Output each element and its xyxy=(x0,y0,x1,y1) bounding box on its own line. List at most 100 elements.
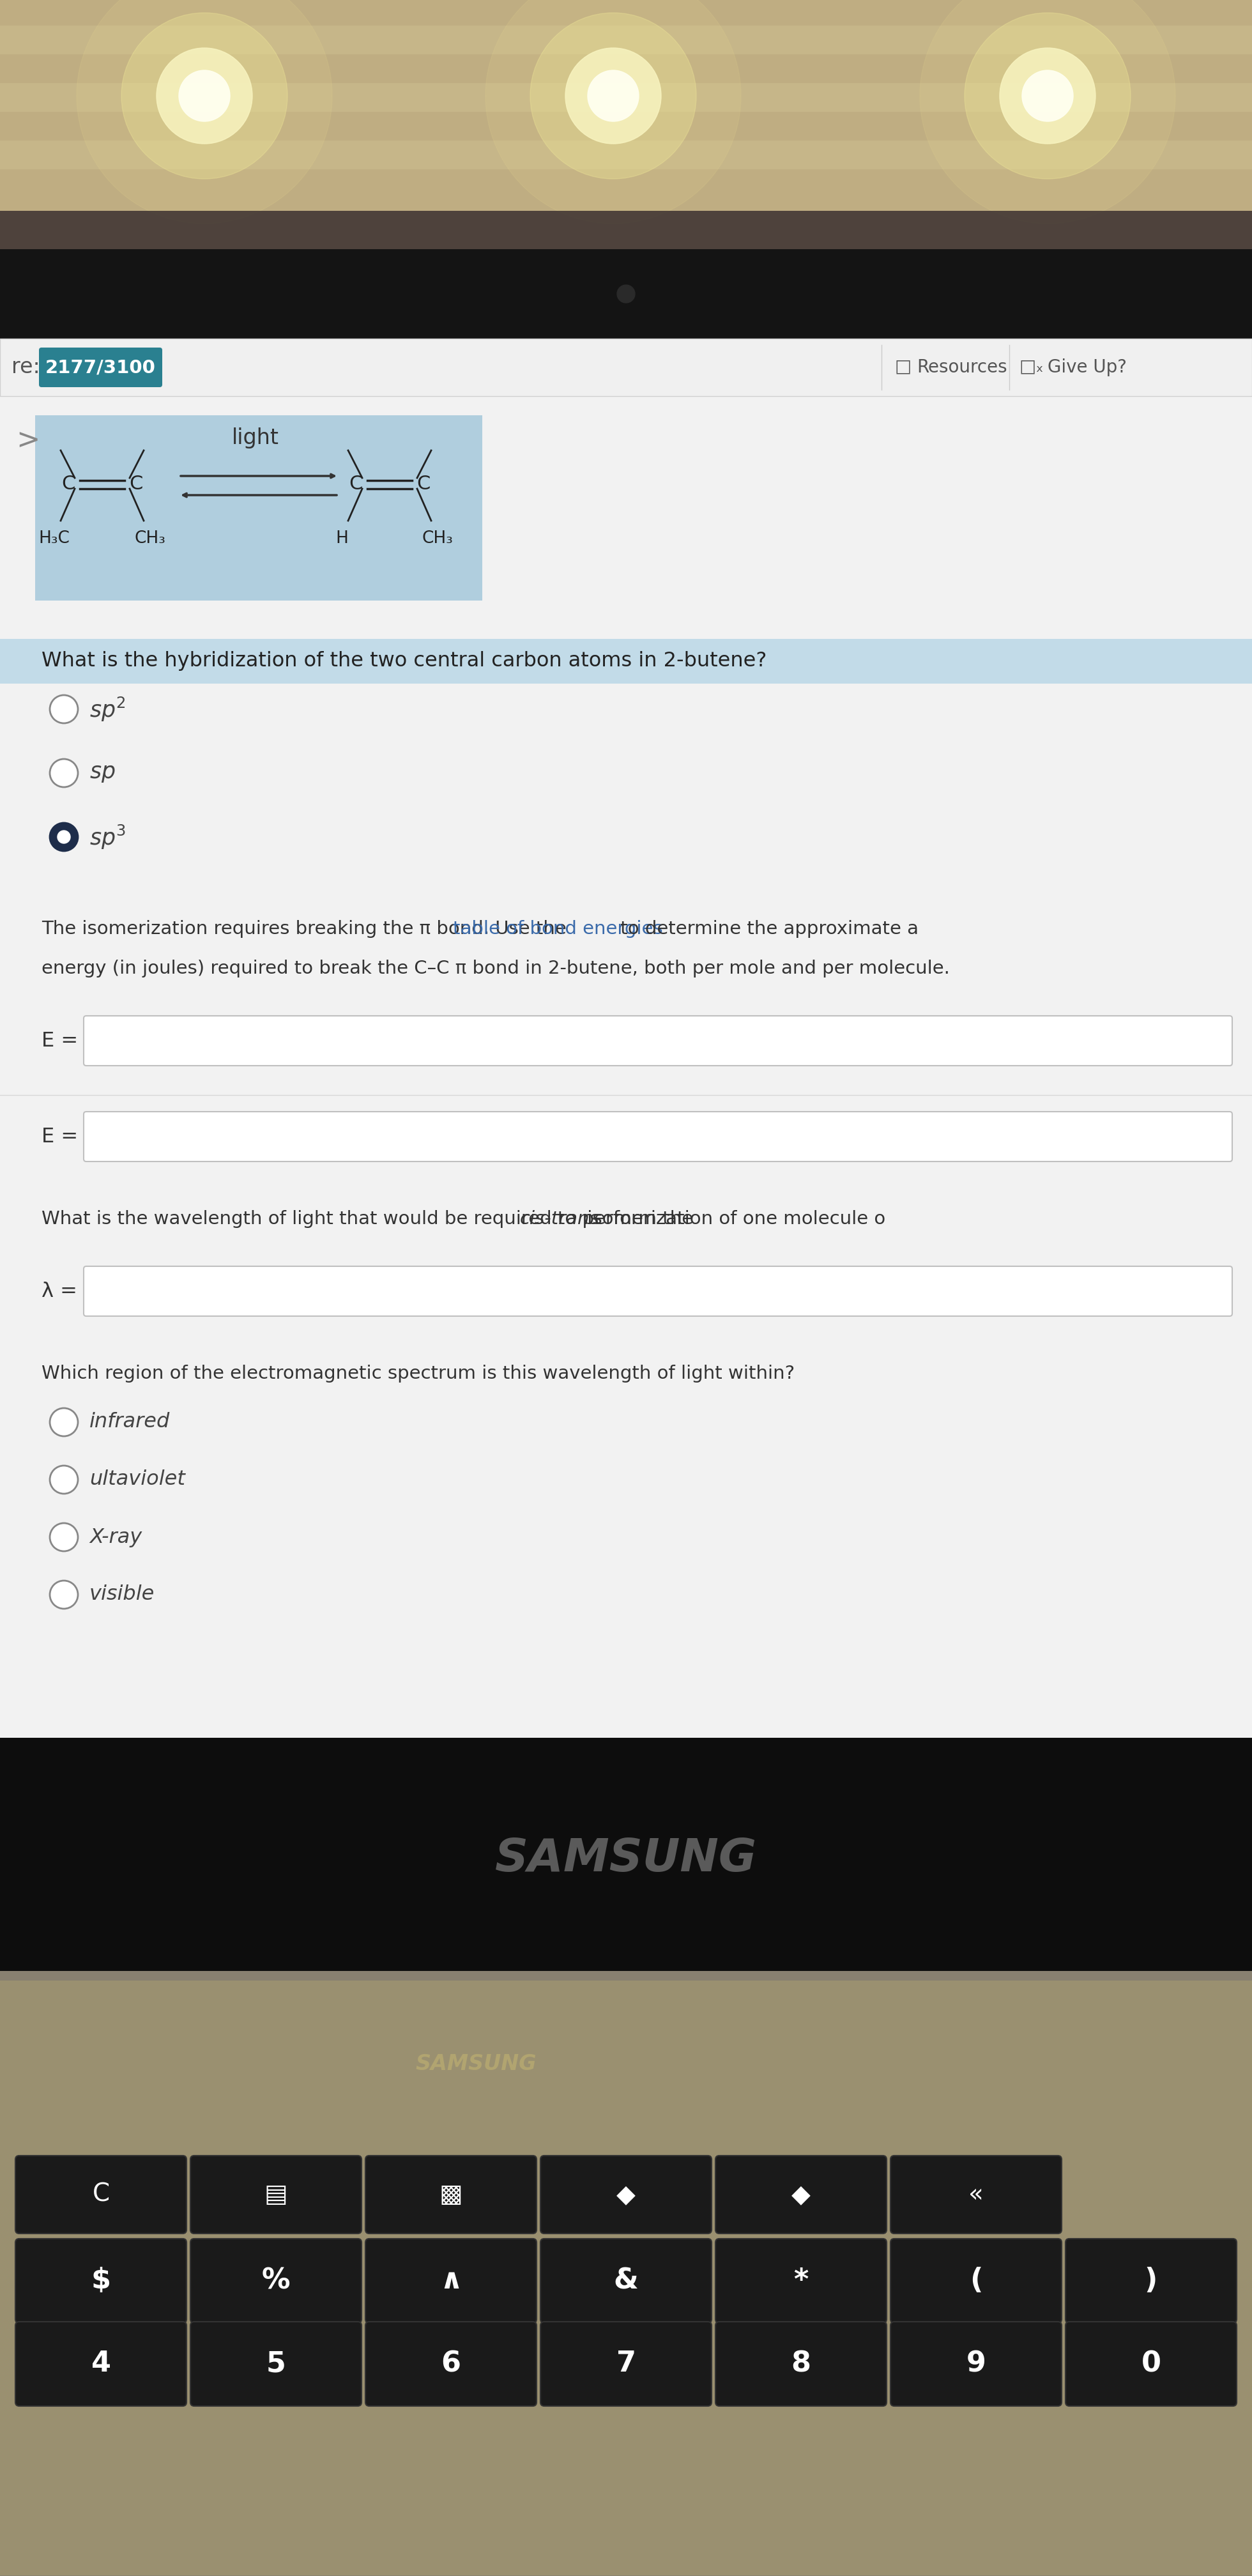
Text: Which region of the electromagnetic spectrum is this wavelength of light within?: Which region of the electromagnetic spec… xyxy=(41,1365,795,1383)
Text: *: * xyxy=(794,2267,809,2295)
FancyBboxPatch shape xyxy=(84,1267,1232,1316)
Circle shape xyxy=(486,0,741,224)
FancyBboxPatch shape xyxy=(366,2321,537,2406)
Text: CH₃: CH₃ xyxy=(422,531,453,546)
FancyBboxPatch shape xyxy=(190,2321,362,2406)
Text: cis-trans: cis-trans xyxy=(520,1211,600,1229)
Text: ◆: ◆ xyxy=(616,2182,636,2208)
FancyBboxPatch shape xyxy=(0,337,1252,1739)
FancyBboxPatch shape xyxy=(15,2239,187,2324)
FancyBboxPatch shape xyxy=(35,415,482,600)
FancyBboxPatch shape xyxy=(0,1981,1252,2576)
Circle shape xyxy=(76,0,332,224)
FancyBboxPatch shape xyxy=(890,2156,1062,2233)
FancyBboxPatch shape xyxy=(190,2156,362,2233)
Text: ultaviolet: ultaviolet xyxy=(89,1471,185,1489)
FancyBboxPatch shape xyxy=(541,2156,711,2233)
Text: 9: 9 xyxy=(967,2349,985,2378)
FancyBboxPatch shape xyxy=(0,211,1252,319)
FancyBboxPatch shape xyxy=(0,82,1252,111)
Text: H: H xyxy=(336,531,348,546)
Text: table of bond energies: table of bond energies xyxy=(453,920,662,938)
Circle shape xyxy=(530,13,696,178)
Text: 0: 0 xyxy=(1141,2349,1161,2378)
Circle shape xyxy=(1022,70,1073,121)
Circle shape xyxy=(50,1582,78,1610)
Text: C: C xyxy=(349,474,363,495)
FancyBboxPatch shape xyxy=(1065,2321,1237,2406)
FancyBboxPatch shape xyxy=(366,2239,537,2324)
Text: 4: 4 xyxy=(91,2349,111,2378)
Circle shape xyxy=(50,1522,78,1551)
Text: E =: E = xyxy=(41,1126,78,1146)
Text: >: > xyxy=(16,428,40,453)
Circle shape xyxy=(121,13,288,178)
Text: ): ) xyxy=(1144,2267,1158,2295)
Text: E =: E = xyxy=(41,1030,78,1051)
FancyBboxPatch shape xyxy=(84,1015,1232,1066)
Circle shape xyxy=(999,49,1096,144)
Text: C: C xyxy=(417,474,431,495)
FancyBboxPatch shape xyxy=(541,2321,711,2406)
Circle shape xyxy=(617,286,635,304)
Circle shape xyxy=(156,49,253,144)
Text: ◆: ◆ xyxy=(791,2182,810,2208)
Text: C: C xyxy=(61,474,75,495)
FancyBboxPatch shape xyxy=(0,639,1252,683)
Text: ▤: ▤ xyxy=(264,2182,288,2208)
Circle shape xyxy=(58,829,70,842)
Circle shape xyxy=(964,13,1131,178)
Text: λ =: λ = xyxy=(41,1280,78,1301)
Text: 5: 5 xyxy=(267,2349,285,2378)
FancyBboxPatch shape xyxy=(15,2321,187,2406)
Text: H₃C: H₃C xyxy=(39,531,70,546)
Text: to determine the approximate a: to determine the approximate a xyxy=(615,920,919,938)
Text: isomerization of one molecule o: isomerization of one molecule o xyxy=(581,1211,885,1229)
Text: re:: re: xyxy=(11,358,40,379)
FancyBboxPatch shape xyxy=(890,2239,1062,2324)
FancyBboxPatch shape xyxy=(715,2156,886,2233)
Text: SAMSUNG: SAMSUNG xyxy=(416,2053,536,2074)
FancyBboxPatch shape xyxy=(715,2321,886,2406)
Circle shape xyxy=(587,70,639,121)
Text: Give Up?: Give Up? xyxy=(1048,358,1127,376)
FancyBboxPatch shape xyxy=(0,142,1252,170)
Text: What is the hybridization of the two central carbon atoms in 2-butene?: What is the hybridization of the two cen… xyxy=(41,652,766,672)
Text: 6: 6 xyxy=(441,2349,461,2378)
Circle shape xyxy=(50,760,78,788)
FancyBboxPatch shape xyxy=(39,348,163,386)
FancyBboxPatch shape xyxy=(0,337,1252,1739)
Text: SAMSUNG: SAMSUNG xyxy=(495,1837,757,1880)
Text: □: □ xyxy=(894,358,911,376)
Text: 8: 8 xyxy=(791,2349,811,2378)
FancyBboxPatch shape xyxy=(0,250,1252,337)
FancyBboxPatch shape xyxy=(15,2156,187,2233)
FancyBboxPatch shape xyxy=(366,2156,537,2233)
Text: ▩: ▩ xyxy=(439,2182,463,2208)
Circle shape xyxy=(50,1409,78,1437)
Text: $sp$: $sp$ xyxy=(89,762,115,783)
Text: %: % xyxy=(262,2267,290,2295)
Text: CH₃: CH₃ xyxy=(134,531,165,546)
Text: light: light xyxy=(232,428,279,448)
Circle shape xyxy=(50,822,78,850)
Text: Resources: Resources xyxy=(916,358,1007,376)
Text: (: ( xyxy=(969,2267,983,2295)
Text: C: C xyxy=(129,474,143,495)
Text: $sp^2$: $sp^2$ xyxy=(89,696,125,724)
Circle shape xyxy=(50,1466,78,1494)
Text: ∧: ∧ xyxy=(439,2267,462,2295)
FancyBboxPatch shape xyxy=(1065,2239,1237,2324)
Text: visible: visible xyxy=(89,1584,155,1605)
Text: 7: 7 xyxy=(616,2349,636,2378)
FancyBboxPatch shape xyxy=(0,26,1252,54)
FancyBboxPatch shape xyxy=(0,0,1252,319)
FancyBboxPatch shape xyxy=(84,1113,1232,1162)
Text: □ₓ: □ₓ xyxy=(1019,358,1043,376)
FancyBboxPatch shape xyxy=(890,2321,1062,2406)
Circle shape xyxy=(920,0,1176,224)
FancyBboxPatch shape xyxy=(0,1971,1252,1991)
Text: energy (in joules) required to break the C–C π bond in 2-butene, both per mole a: energy (in joules) required to break the… xyxy=(41,961,950,976)
Text: X-ray: X-ray xyxy=(89,1528,141,1548)
Text: The isomerization requires breaking the π bond. Use the: The isomerization requires breaking the … xyxy=(41,920,572,938)
